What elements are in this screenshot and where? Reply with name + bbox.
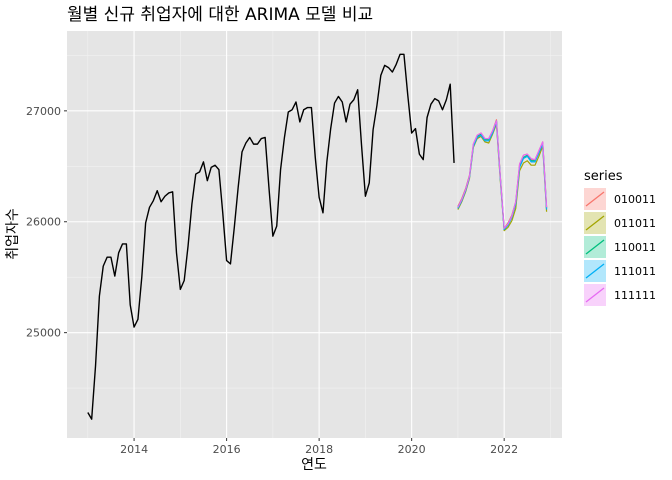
legend-item-011011: 011011 <box>584 212 656 234</box>
major-gridlines <box>67 31 562 438</box>
y-axis-title: 취업자수 <box>5 208 21 260</box>
legend-item-010011: 010011 <box>584 188 656 210</box>
series-layer <box>87 53 548 420</box>
legend-label: 111011 <box>614 265 656 278</box>
x-tick-label: 2022 <box>490 443 518 456</box>
y-tick-label: 25000 <box>26 327 61 340</box>
legend-key-line <box>585 287 605 303</box>
x-axis: 2014 2016 2018 2020 2022 <box>120 438 518 456</box>
legend-key-line <box>585 191 605 207</box>
x-tick-label: 2020 <box>398 443 426 456</box>
legend-label: 010011 <box>614 193 656 206</box>
legend-label: 011011 <box>614 217 656 230</box>
x-axis-title: 연도 <box>301 457 327 473</box>
x-tick-label: 2018 <box>305 443 333 456</box>
legend-label: 110011 <box>614 241 656 254</box>
forecast-line-111111 <box>457 120 548 229</box>
legend-label: 111111 <box>614 289 656 302</box>
legend-item-110011: 110011 <box>584 236 656 258</box>
y-tick-label: 26000 <box>26 216 61 229</box>
legend: series 010011 011011 110011 111011 111111 <box>584 169 656 306</box>
y-tick-label: 27000 <box>26 105 61 118</box>
x-tick-label: 2014 <box>120 443 148 456</box>
legend-item-111111: 111111 <box>584 284 656 306</box>
observed-series-line <box>87 53 455 420</box>
chart-title: 월별 신규 취업자에 대한 ARIMA 모델 비교 <box>67 5 373 25</box>
minor-gridlines <box>67 31 562 438</box>
legend-title: series <box>584 169 623 184</box>
y-axis: 25000 26000 27000 <box>26 105 67 340</box>
legend-key-line <box>585 215 605 231</box>
x-tick-label: 2016 <box>213 443 241 456</box>
legend-item-111011: 111011 <box>584 260 656 282</box>
legend-key-line <box>585 239 605 255</box>
plot-panel <box>67 31 562 438</box>
legend-key-line <box>585 263 605 279</box>
